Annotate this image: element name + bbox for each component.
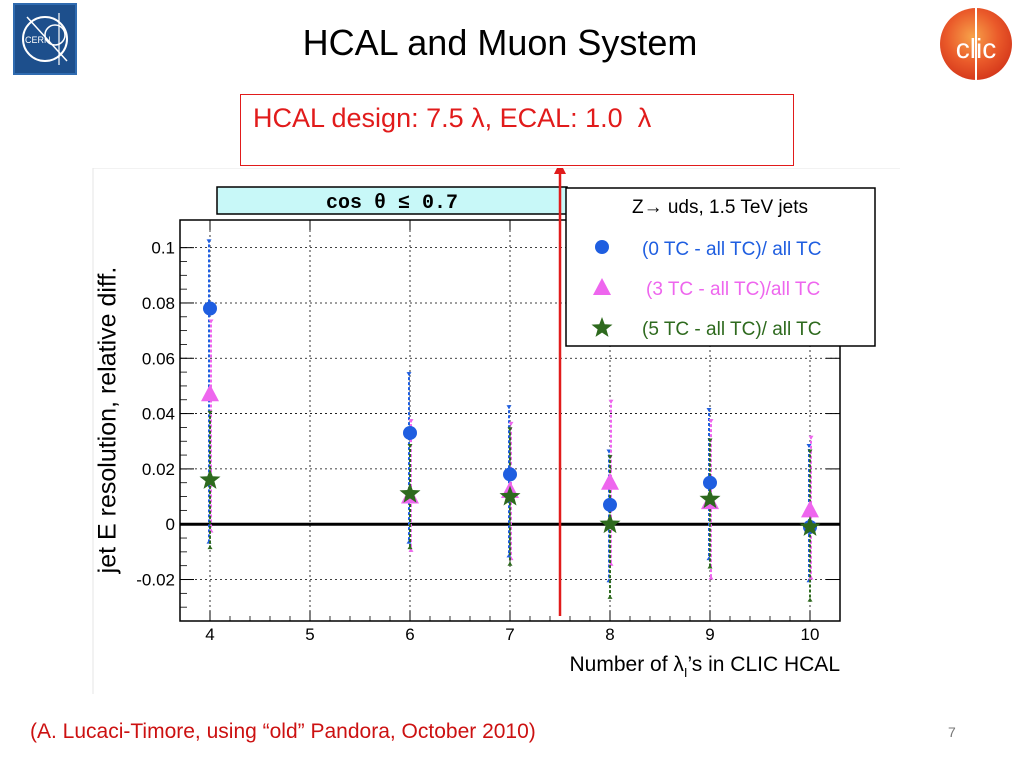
y-tick-label: -0.02: [136, 571, 175, 590]
error-cap: [708, 575, 714, 580]
page-number: 7: [948, 724, 956, 740]
design-marker-arrow: [554, 168, 566, 174]
data-point-5tc: [699, 488, 721, 509]
legend-label: (0 TC - all TC)/ all TC: [642, 239, 821, 260]
clic-logo: clic: [934, 2, 1020, 82]
data-point-5tc: [499, 485, 521, 506]
legend-marker-circle: [595, 240, 609, 254]
error-cap: [807, 449, 813, 454]
data-point-3tc: [601, 472, 619, 490]
data-point-5tc: [199, 469, 221, 489]
data-point-0tc: [203, 301, 217, 316]
data-point-5tc: [399, 482, 421, 503]
cern-logo-text: CERN: [25, 35, 51, 45]
x-tick-label: 9: [705, 625, 714, 644]
error-cap: [407, 444, 413, 449]
error-cap: [508, 421, 514, 426]
legend-box: [565, 187, 876, 347]
legend-label: (3 TC - all TC)/all TC: [646, 279, 820, 300]
legend-marker-star: [591, 317, 613, 337]
legend-marker-triangle: [593, 278, 611, 295]
error-cap: [506, 405, 512, 410]
error-cap: [408, 419, 414, 424]
data-point-0tc: [703, 475, 717, 490]
data-point-3tc: [201, 384, 219, 402]
error-cap: [207, 545, 213, 550]
error-cap: [608, 399, 614, 404]
chart: 4 5 6 7 8 9 10 0.1 0.08 0.06 0.04 0.02 0 -0.02 Number …: [92, 168, 900, 694]
y-tick-label: 0.04: [142, 405, 175, 424]
data-point-0tc: [603, 497, 617, 512]
data-point-5tc: [599, 513, 621, 534]
footer-citation: (A. Lucaci-Timore, using “old” Pandora, …: [30, 720, 536, 743]
error-cap: [707, 564, 713, 569]
x-tick-label: 7: [505, 625, 514, 644]
error-cap: [406, 372, 412, 377]
error-cap: [407, 545, 413, 550]
data-point-5tc: [799, 516, 821, 536]
x-tick-label: 10: [801, 625, 820, 644]
error-cap: [807, 597, 813, 602]
error-cap: [607, 455, 613, 460]
callout-text: HCAL design: 7.5 λ, ECAL: 1.0 λ: [253, 103, 652, 133]
legend-title: Z→ uds, 1.5 TeV jets: [632, 197, 808, 218]
x-tick-label: 4: [205, 625, 214, 644]
x-tick-label: 5: [305, 625, 314, 644]
error-cap: [408, 547, 414, 552]
y-tick-label: 0: [166, 515, 175, 534]
error-cap: [708, 419, 714, 424]
error-cap: [806, 444, 812, 449]
data-point-0tc: [403, 425, 417, 440]
x-tick-label: 8: [605, 625, 614, 644]
y-tick-label: 0.08: [142, 294, 175, 313]
data-point-0tc: [503, 467, 517, 482]
error-cap: [206, 239, 212, 244]
slide-title: HCAL and Muon System: [302, 22, 698, 63]
y-tick-label: 0.02: [142, 460, 175, 479]
x-tick-label: 6: [405, 625, 414, 644]
error-cap: [608, 561, 614, 566]
y-tick-label: 0.1: [151, 239, 175, 258]
error-cap: [207, 410, 213, 415]
error-cap: [507, 561, 513, 566]
error-cap: [706, 408, 712, 413]
legend-label: (5 TC - all TC)/ all TC: [642, 319, 821, 340]
error-cap: [808, 435, 814, 440]
clic-logo-text: clic: [956, 33, 996, 64]
error-cap: [607, 594, 613, 599]
error-cap: [707, 438, 713, 443]
y-tick-label: 0.06: [142, 349, 175, 368]
cut-label: cos θ ≤ 0.7: [326, 192, 458, 215]
cern-logo: CERN: [13, 3, 77, 75]
callout-box: HCAL design: 7.5 λ, ECAL: 1.0 λ: [240, 94, 794, 166]
error-cap: [507, 427, 513, 432]
x-axis-label: Number of λI’s in CLIC HCAL: [570, 653, 841, 680]
data-point-3tc: [801, 500, 819, 518]
error-cap: [208, 319, 214, 324]
